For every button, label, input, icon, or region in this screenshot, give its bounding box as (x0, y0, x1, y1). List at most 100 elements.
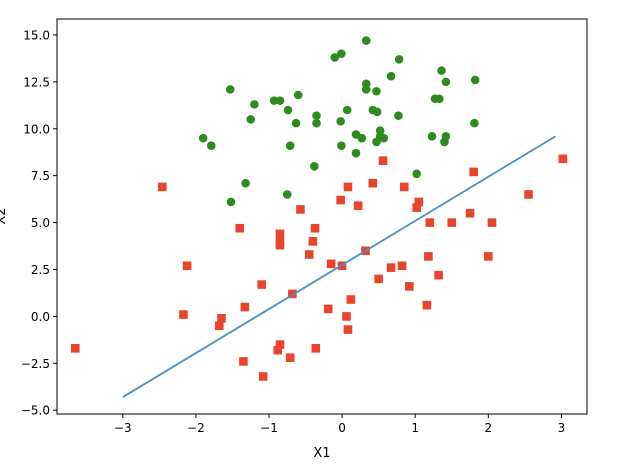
data-point (412, 203, 421, 212)
decision-line (122, 135, 557, 398)
data-point (311, 344, 321, 353)
data-point (412, 169, 421, 179)
data-point (372, 107, 382, 117)
data-point (179, 310, 188, 319)
data-point (240, 302, 250, 312)
data-point (558, 154, 568, 164)
data-point (394, 55, 404, 64)
data-point (434, 270, 443, 280)
data-point (342, 312, 351, 321)
y-axis: −5.0 −2.5 0.0 2.5 5.0 7.5 10.0 12.5 15.0 (21, 28, 57, 418)
data-point (437, 66, 446, 75)
data-point (422, 300, 432, 310)
data-point (70, 344, 80, 353)
x-tick-label: −3 (114, 421, 132, 435)
y-tick-label: 10.0 (23, 122, 50, 136)
data-point (198, 133, 208, 143)
series-square (70, 154, 568, 381)
data-point (310, 223, 320, 233)
data-point (346, 295, 356, 304)
data-point (250, 100, 259, 109)
data-point (282, 190, 292, 199)
data-point (283, 105, 293, 115)
data-point (386, 71, 396, 81)
data-point (330, 53, 340, 62)
data-point (386, 263, 396, 272)
data-point (379, 133, 389, 143)
data-point (323, 304, 333, 314)
data-point (435, 94, 444, 104)
x-tick-label: 2 (484, 421, 492, 435)
data-point (336, 116, 345, 126)
data-point (361, 85, 371, 94)
data-point (425, 218, 435, 227)
data-point (378, 156, 388, 165)
y-tick-label: −5.0 (21, 404, 50, 418)
x-tick-label: −1 (260, 421, 278, 435)
data-point (399, 182, 409, 192)
data-point (312, 111, 321, 120)
data-point (226, 197, 236, 207)
data-point (361, 36, 371, 45)
data-point (465, 208, 475, 218)
data-point (470, 75, 480, 85)
y-tick-label: 12.5 (23, 75, 50, 89)
data-point (285, 141, 295, 150)
data-point (326, 259, 336, 269)
x-tick-label: 0 (338, 421, 346, 435)
x-axis-label: X1 (313, 446, 330, 461)
data-point (447, 218, 457, 227)
data-point (372, 86, 381, 96)
data-point (487, 218, 497, 227)
data-point (308, 237, 318, 246)
data-point (275, 96, 285, 105)
data-point (424, 252, 433, 261)
x-tick-label: 3 (558, 421, 566, 435)
data-point (225, 85, 235, 94)
data-point (394, 111, 403, 120)
data-point (357, 133, 367, 143)
data-point (368, 178, 378, 188)
data-point (296, 205, 305, 214)
data-point (336, 195, 345, 205)
data-point (239, 357, 248, 366)
data-point (405, 282, 414, 291)
data-point (310, 162, 319, 171)
data-point (235, 223, 245, 233)
data-point (182, 261, 192, 271)
y-tick-label: 15.0 (23, 28, 50, 42)
data-point (337, 141, 346, 150)
data-point (285, 353, 295, 363)
data-point (414, 197, 424, 207)
data-point (304, 250, 314, 259)
data-point (214, 321, 224, 331)
x-tick-label: 1 (411, 421, 419, 435)
data-point (484, 252, 493, 261)
y-tick-label: 2.5 (31, 263, 50, 277)
data-point (293, 90, 303, 100)
data-point (312, 118, 321, 128)
y-tick-label: 0.0 (31, 310, 50, 324)
data-point (246, 115, 256, 124)
data-point (440, 137, 449, 147)
data-point (217, 313, 226, 323)
data-point (427, 131, 437, 141)
y-tick-label: 7.5 (31, 169, 50, 183)
y-tick-label: −2.5 (21, 357, 50, 371)
data-point (157, 182, 167, 192)
data-point (258, 372, 268, 381)
data-point (524, 190, 533, 199)
data-point (342, 105, 352, 115)
y-axis-label: X2 (0, 207, 9, 224)
data-point (343, 325, 353, 334)
data-point (343, 182, 353, 192)
data-point (257, 280, 266, 289)
data-point (275, 229, 285, 239)
data-point (470, 118, 479, 128)
x-tick-label: −2 (187, 421, 205, 435)
plot-layer (70, 36, 568, 398)
axes-frame (56, 18, 588, 415)
data-point (469, 167, 478, 177)
